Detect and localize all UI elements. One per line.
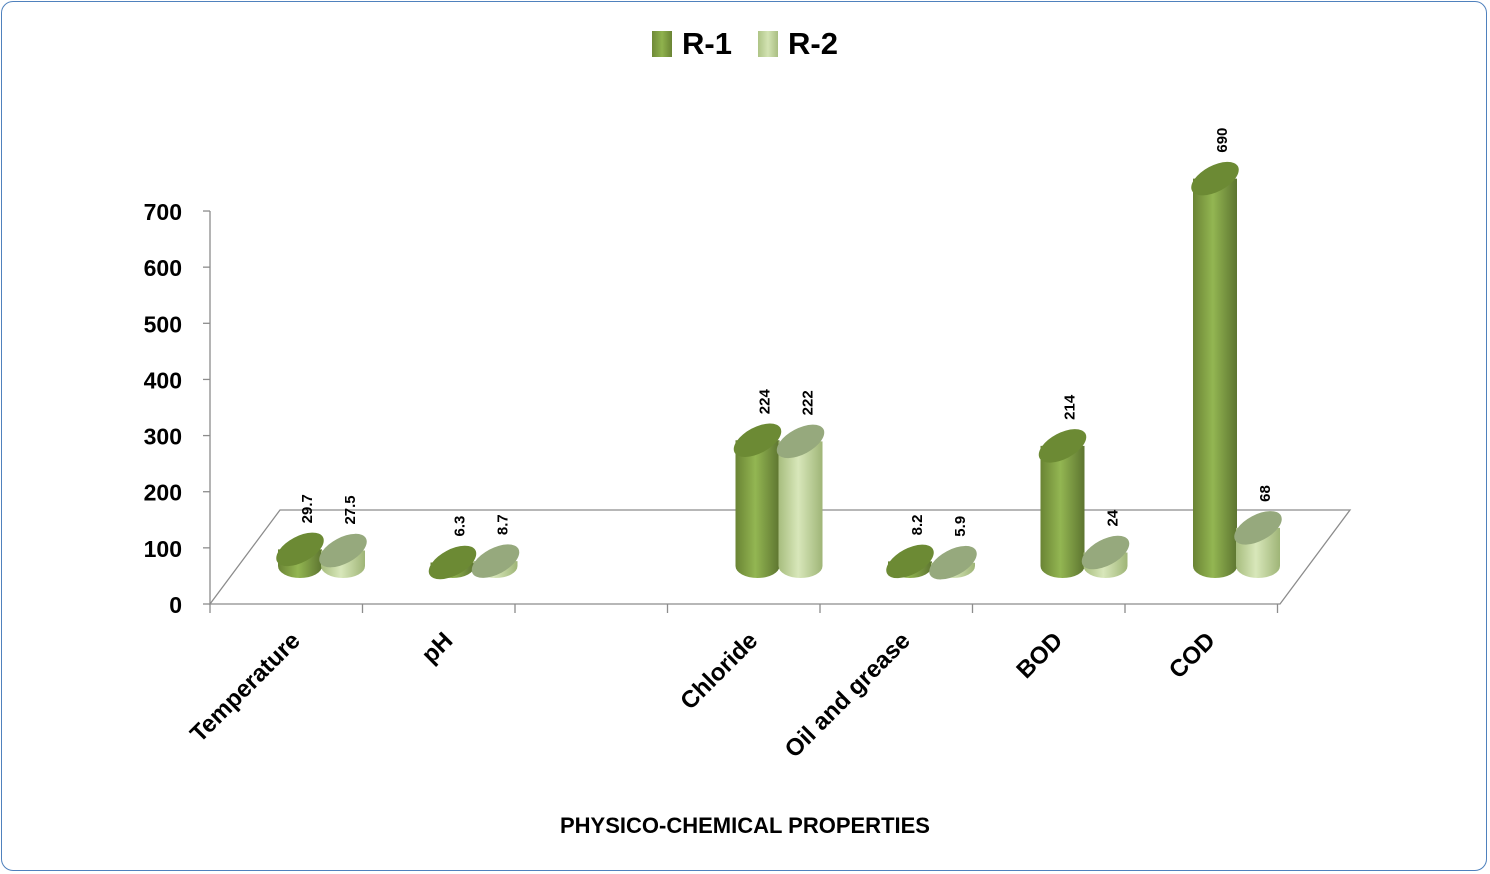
bar-R-1-1-cap — [428, 545, 477, 580]
bar-R-1-4 — [886, 544, 934, 579]
bar-R-1-6-body — [1193, 178, 1237, 578]
bar-R-2-1 — [471, 544, 520, 578]
y-tick-label: 200 — [144, 480, 182, 506]
bar-R-2-3-body — [778, 441, 823, 578]
y-tick-label: 500 — [144, 311, 182, 337]
legend-label-r2: R-2 — [788, 26, 838, 61]
bar-R-1-4-cap — [886, 544, 934, 579]
legend-label-r1: R-1 — [682, 26, 732, 61]
y-tick-label: 400 — [144, 367, 182, 393]
y-tick-label: 0 — [169, 592, 182, 618]
x-category-label: Temperature — [185, 627, 306, 748]
bar-R-2-3-cap — [776, 424, 825, 459]
y-tick-label: 300 — [144, 424, 182, 450]
data-label: 222 — [800, 390, 817, 415]
axes: 0 100 200 300 400 500 600 700 — [144, 199, 1279, 618]
data-label: 690 — [1214, 128, 1231, 153]
bar-R-2-0-cap — [319, 533, 367, 568]
bar-R-1-0-cap — [276, 532, 324, 567]
bar-R-2-6 — [1234, 511, 1282, 578]
bar-R-1-3 — [733, 423, 782, 578]
y-tick-label: 600 — [144, 255, 182, 281]
bar-R-2-3 — [776, 424, 825, 578]
bar-R-1-0 — [276, 532, 324, 578]
bar-R-1-6-cap — [1191, 161, 1239, 196]
bar-R-1-6 — [1191, 161, 1239, 578]
chart-floor-outline — [208, 509, 1352, 605]
data-label: 29.7 — [299, 494, 316, 523]
x-axis-title: PHYSICO-CHEMICAL PROPERTIES — [560, 813, 930, 838]
data-label: 27.5 — [342, 495, 359, 524]
bar-R-2-5 — [1081, 535, 1130, 578]
legend-item-r1: R-1 — [652, 26, 732, 62]
x-category-label: pH — [417, 627, 459, 669]
bar-R-1-5-body — [1040, 445, 1085, 578]
bar-R-1-5-cap — [1038, 429, 1087, 463]
bars — [276, 161, 1282, 580]
data-label: 224 — [757, 389, 774, 415]
data-label: 8.7 — [495, 514, 512, 535]
labels: Temperature pH Chloride Oil and grease BOD CO… — [185, 128, 1274, 764]
bar-R-2-0 — [319, 533, 367, 578]
bar-R-1-5 — [1038, 429, 1087, 578]
bar-R-2-4-cap — [929, 545, 977, 580]
data-label: 24 — [1105, 509, 1122, 526]
x-category-label: COD — [1164, 627, 1221, 684]
bar-R-2-1-cap — [471, 544, 520, 578]
data-label: 5.9 — [952, 516, 969, 537]
bar-R-1-3-cap — [733, 423, 782, 458]
legend-swatch-r2 — [758, 31, 778, 57]
data-label: 6.3 — [452, 516, 469, 537]
bar-R-2-5-cap — [1081, 535, 1130, 570]
x-category-label: Oil and grease — [780, 627, 916, 763]
chart-floor — [208, 509, 1352, 605]
bar-R-1-3-body — [735, 440, 780, 578]
data-label: 8.2 — [909, 515, 926, 536]
legend-swatch-r1 — [652, 31, 673, 57]
bar-R-2-6-cap — [1234, 511, 1282, 545]
data-label: 214 — [1062, 394, 1079, 420]
bar-R-2-4 — [929, 545, 977, 580]
x-category-label: BOD — [1011, 627, 1068, 684]
bar-R-1-1 — [428, 545, 477, 580]
y-tick-label: 700 — [144, 199, 182, 225]
y-tick-label: 100 — [144, 536, 182, 562]
x-category-label: Chloride — [675, 627, 763, 715]
legend-item-r2: R-2 — [758, 26, 838, 62]
data-label: 68 — [1257, 485, 1274, 502]
legend: R-1 R-2 — [0, 26, 1490, 62]
